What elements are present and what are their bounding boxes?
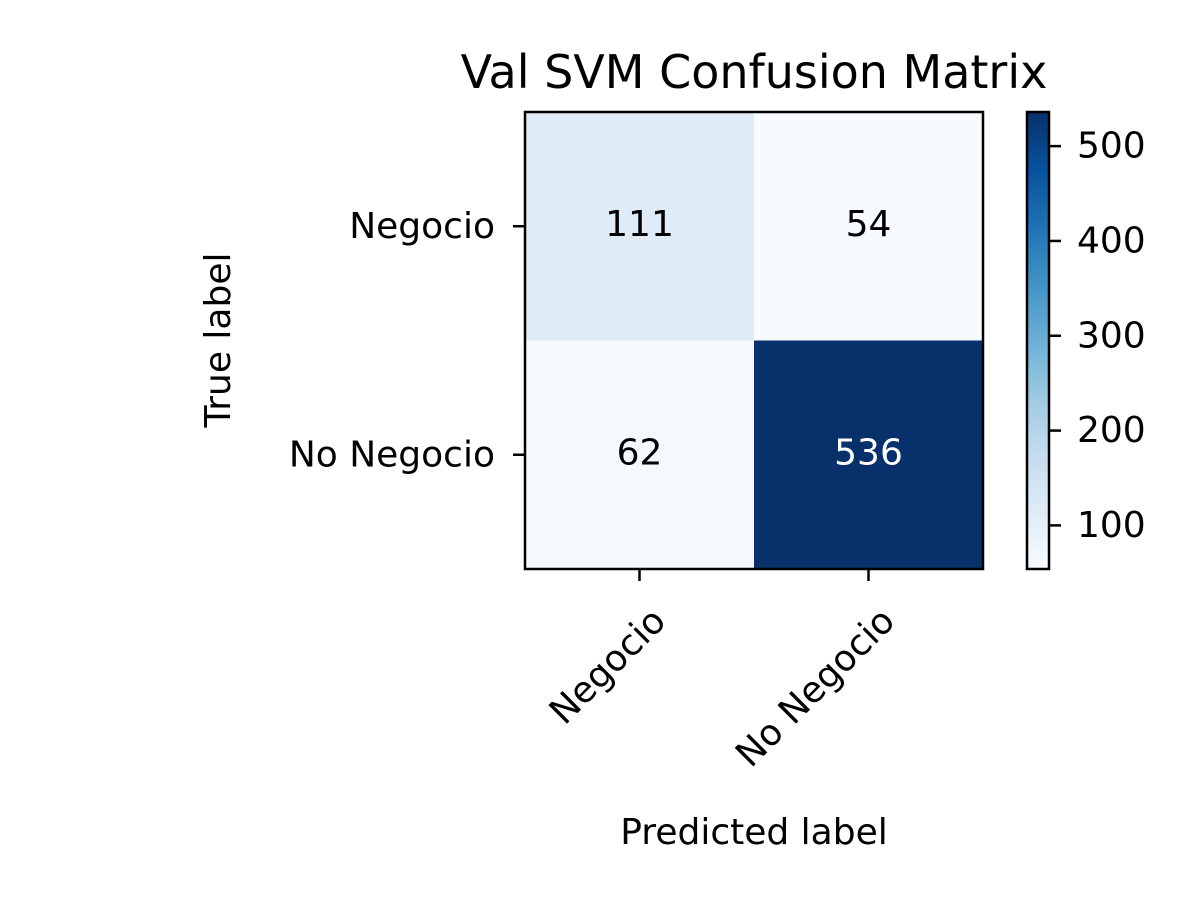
colorbar-frame — [1025, 110, 1051, 571]
matrix-frame — [523, 110, 985, 571]
y-tick-label: Negocio — [349, 206, 495, 247]
matrix-cell — [525, 112, 755, 341]
colorbar — [1027, 112, 1049, 569]
matrix-cells — [525, 112, 984, 570]
colorbar-tick-label: 200 — [1077, 410, 1146, 451]
x-axis-ticks: Negocio No Negocio — [542, 569, 903, 775]
matrix-value-labels: 111 54 62 536 — [605, 204, 903, 474]
cell-value-label: 54 — [846, 204, 892, 245]
y-tick-label: No Negocio — [289, 434, 495, 475]
y-axis-label: True label — [198, 253, 239, 429]
cell-value-label: 62 — [617, 432, 663, 473]
matrix-cell — [754, 112, 984, 341]
cell-value-label: 536 — [834, 432, 903, 473]
x-tick-label: Negocio — [542, 600, 674, 732]
matrix-cell — [754, 340, 984, 570]
x-tick-label: No Negocio — [728, 600, 903, 775]
y-axis-ticks: Negocio No Negocio — [289, 206, 525, 475]
colorbar-tick-label: 300 — [1077, 315, 1146, 356]
colorbar-tick-label: 500 — [1077, 126, 1146, 167]
colorbar-ticks: 100 200 300 400 500 — [1049, 126, 1146, 546]
x-axis-label: Predicted label — [620, 812, 888, 853]
chart-title: Val SVM Confusion Matrix — [461, 45, 1048, 99]
colorbar-tick-label: 100 — [1077, 505, 1146, 546]
colorbar-tick-label: 400 — [1077, 220, 1146, 261]
cell-value-label: 111 — [605, 204, 674, 245]
matrix-cell — [525, 340, 755, 570]
